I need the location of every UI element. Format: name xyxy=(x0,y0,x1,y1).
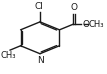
Text: N: N xyxy=(37,56,43,65)
Text: CH₃: CH₃ xyxy=(1,51,16,60)
Text: O: O xyxy=(82,20,89,29)
Text: Cl: Cl xyxy=(35,2,43,11)
Text: CH₃: CH₃ xyxy=(88,20,104,29)
Text: O: O xyxy=(70,3,77,12)
